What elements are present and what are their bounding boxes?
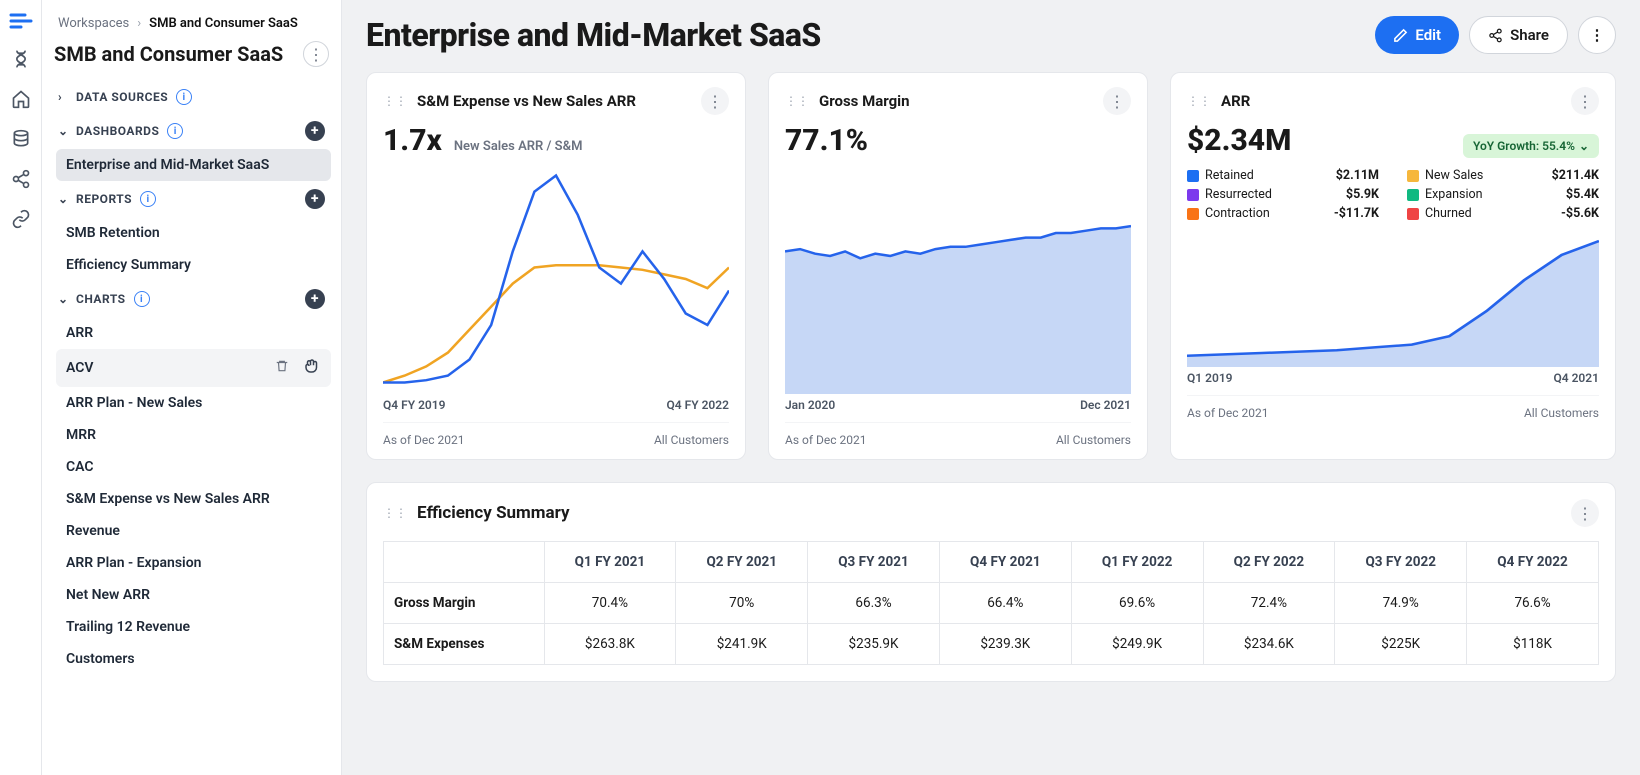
add-dashboard-button[interactable]: +: [305, 121, 325, 141]
legend-item: Expansion$5.4K: [1407, 187, 1599, 202]
legend-swatch: [1407, 189, 1419, 201]
legend-swatch: [1187, 189, 1199, 201]
sidebar: Workspaces › SMB and Consumer SaaS SMB a…: [42, 0, 342, 775]
efficiency-table: Q1 FY 2021Q2 FY 2021Q3 FY 2021Q4 FY 2021…: [383, 541, 1599, 665]
section-dashboards[interactable]: ⌄ DASHBOARDS i +: [52, 113, 331, 149]
workspace-menu-button[interactable]: ⋮: [303, 41, 329, 67]
legend-swatch: [1187, 208, 1199, 220]
table-header: Q3 FY 2021: [808, 542, 940, 583]
metric-value: 1.7x: [383, 123, 442, 158]
info-icon[interactable]: i: [167, 123, 183, 139]
add-chart-button[interactable]: +: [305, 289, 325, 309]
table-header: Q2 FY 2021: [676, 542, 808, 583]
area-chart: [785, 164, 1131, 394]
legend-item: Retained$2.11M: [1187, 168, 1379, 183]
card-title: S&M Expense vs New Sales ARR: [417, 92, 636, 110]
sidebar-item[interactable]: ACV: [56, 349, 331, 387]
table-header: Q4 FY 2021: [939, 542, 1071, 583]
sidebar-item[interactable]: Trailing 12 Revenue: [56, 611, 331, 643]
trash-icon[interactable]: [275, 359, 289, 377]
database-icon[interactable]: [10, 128, 32, 150]
card-gross-margin: ⋮⋮ Gross Margin ⋮ 77.1% Jan 2020Dec 2021…: [768, 72, 1148, 460]
add-report-button[interactable]: +: [305, 189, 325, 209]
home-icon[interactable]: [10, 88, 32, 110]
line-chart: [383, 164, 729, 394]
info-icon[interactable]: i: [134, 291, 150, 307]
sidebar-item[interactable]: SMB Retention: [56, 217, 331, 249]
breadcrumb-current: SMB and Consumer SaaS: [149, 16, 298, 31]
share-button[interactable]: Share: [1469, 16, 1568, 54]
table-header: Q2 FY 2022: [1203, 542, 1335, 583]
page-menu-button[interactable]: ⋮: [1578, 16, 1616, 54]
efficiency-table-card: ⋮⋮ Efficiency Summary ⋮ Q1 FY 2021Q2 FY …: [366, 482, 1616, 682]
card-title: Gross Margin: [819, 92, 910, 110]
growth-badge[interactable]: YoY Growth: 55.4% ⌄: [1463, 134, 1599, 158]
sidebar-item[interactable]: CAC: [56, 451, 331, 483]
legend-item: Churned-$5.6K: [1407, 206, 1599, 221]
sidebar-item[interactable]: Customers: [56, 643, 331, 675]
sidebar-item[interactable]: Enterprise and Mid-Market SaaS: [56, 149, 331, 181]
table-header: [384, 542, 545, 583]
section-datasources[interactable]: › DATA SOURCES i: [52, 81, 331, 113]
legend-swatch: [1407, 208, 1419, 220]
metric-value: $2.34M: [1187, 123, 1291, 158]
section-charts[interactable]: ⌄ CHARTS i +: [52, 281, 331, 317]
legend-item: New Sales$211.4K: [1407, 168, 1599, 183]
table-row: Gross Margin70.4%70%66.3%66.4%69.6%72.4%…: [384, 583, 1599, 624]
edit-button[interactable]: Edit: [1375, 16, 1459, 54]
card-menu-button[interactable]: ⋮: [1103, 87, 1131, 115]
chevron-down-icon: ⌄: [58, 292, 68, 306]
table-header: Q1 FY 2022: [1071, 542, 1203, 583]
link-icon[interactable]: [10, 208, 32, 230]
legend-item: Contraction-$11.7K: [1187, 206, 1379, 221]
chevron-right-icon: ›: [58, 90, 68, 104]
sidebar-item[interactable]: ARR Plan - Expansion: [56, 547, 331, 579]
table-header: Q1 FY 2021: [544, 542, 676, 583]
nav-rail: [0, 0, 42, 775]
table-title: Efficiency Summary: [417, 503, 570, 523]
legend-swatch: [1407, 170, 1419, 182]
area-chart: [1187, 227, 1599, 367]
share-icon[interactable]: [10, 168, 32, 190]
sidebar-item[interactable]: Revenue: [56, 515, 331, 547]
sidebar-item[interactable]: S&M Expense vs New Sales ARR: [56, 483, 331, 515]
breadcrumb: Workspaces › SMB and Consumer SaaS: [52, 14, 331, 41]
info-icon[interactable]: i: [140, 191, 156, 207]
drag-handle-icon[interactable]: ⋮⋮: [383, 506, 407, 520]
card-menu-button[interactable]: ⋮: [701, 87, 729, 115]
legend-swatch: [1187, 170, 1199, 182]
chevron-down-icon: ⌄: [58, 192, 68, 206]
table-header: Q3 FY 2022: [1335, 542, 1467, 583]
sidebar-item[interactable]: MRR: [56, 419, 331, 451]
chevron-down-icon: ⌄: [1579, 139, 1589, 153]
table-row: S&M Expenses$263.8K$241.9K$235.9K$239.3K…: [384, 624, 1599, 665]
sidebar-item[interactable]: Net New ARR: [56, 579, 331, 611]
card-menu-button[interactable]: ⋮: [1571, 499, 1599, 527]
drag-handle-icon[interactable]: ⋮⋮: [1187, 94, 1211, 108]
app-logo: [9, 12, 33, 30]
card-sm-expense: ⋮⋮ S&M Expense vs New Sales ARR ⋮ 1.7x N…: [366, 72, 746, 460]
card-menu-button[interactable]: ⋮: [1571, 87, 1599, 115]
info-icon[interactable]: i: [176, 89, 192, 105]
chevron-down-icon: ⌄: [58, 124, 68, 138]
sidebar-item[interactable]: ARR: [56, 317, 331, 349]
drag-handle-icon[interactable]: ⋮⋮: [383, 94, 407, 108]
breadcrumb-root[interactable]: Workspaces: [58, 16, 129, 31]
metric-value: 77.1%: [785, 123, 868, 158]
dna-icon[interactable]: [10, 48, 32, 70]
page-title: Enterprise and Mid-Market SaaS: [366, 16, 821, 54]
legend-item: Resurrected$5.9K: [1187, 187, 1379, 202]
main-content: Enterprise and Mid-Market SaaS Edit Shar…: [342, 0, 1640, 775]
metric-sub: New Sales ARR / S&M: [454, 139, 583, 154]
sidebar-item[interactable]: ARR Plan - New Sales: [56, 387, 331, 419]
chevron-right-icon: ›: [137, 16, 141, 31]
section-reports[interactable]: ⌄ REPORTS i +: [52, 181, 331, 217]
sidebar-item[interactable]: Efficiency Summary: [56, 249, 331, 281]
table-header: Q4 FY 2022: [1467, 542, 1599, 583]
grab-icon[interactable]: [303, 357, 321, 379]
card-title: ARR: [1221, 92, 1250, 110]
workspace-title: SMB and Consumer SaaS: [54, 42, 283, 66]
drag-handle-icon[interactable]: ⋮⋮: [785, 94, 809, 108]
card-arr: ⋮⋮ ARR ⋮ $2.34M YoY Growth: 55.4% ⌄ Reta…: [1170, 72, 1616, 460]
